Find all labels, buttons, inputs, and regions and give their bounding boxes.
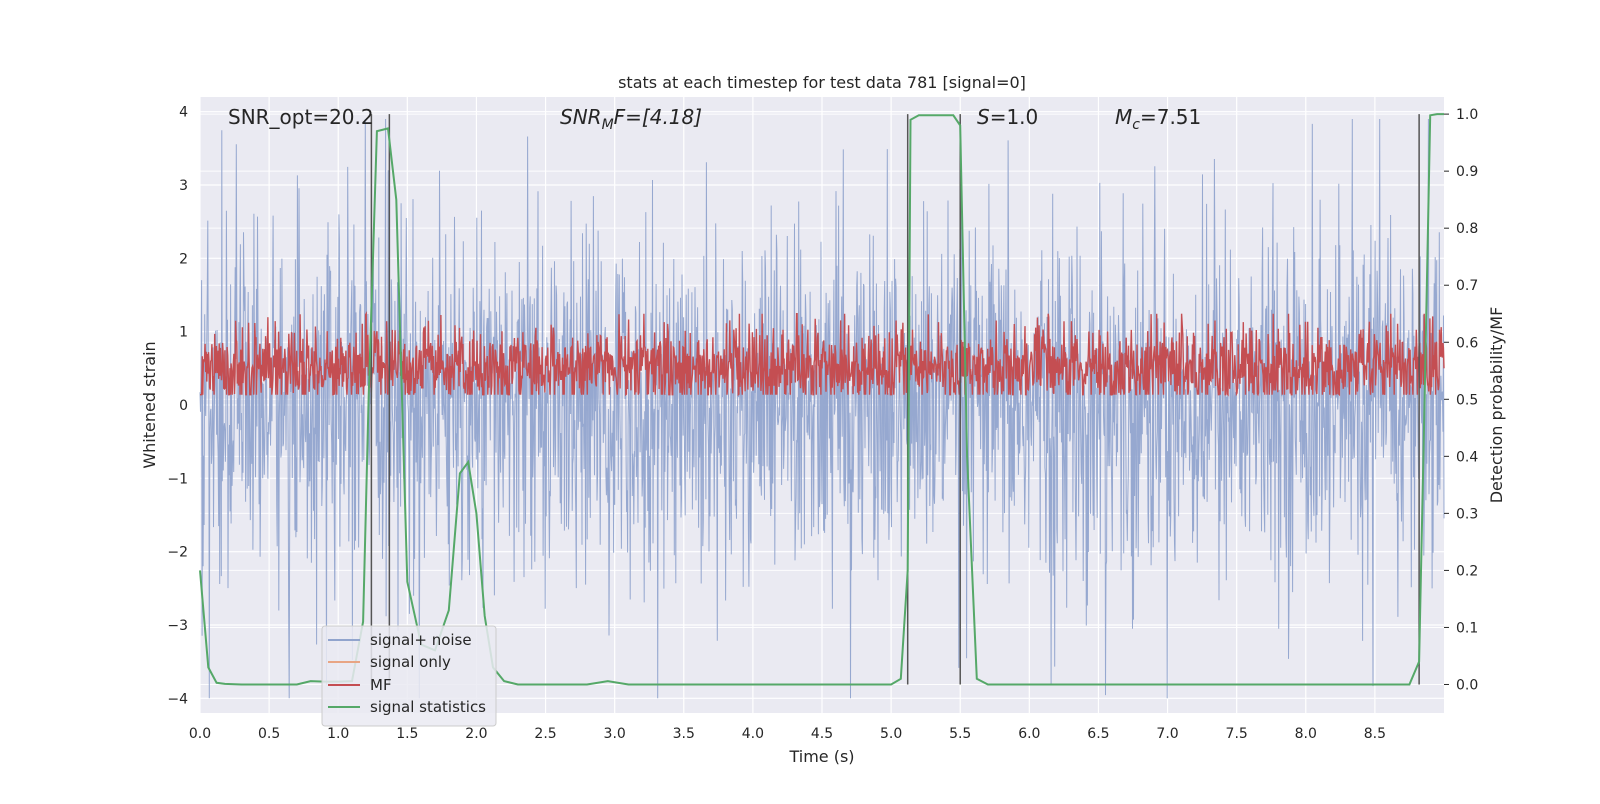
y-tick-label: −4	[167, 691, 188, 707]
y2-axis-label: Detection probability/MF	[1487, 307, 1506, 504]
annotation-snr-mf-base: SNR	[560, 105, 602, 129]
y2-tick-label: 0.9	[1456, 164, 1478, 180]
y2-tick-label: 0.2	[1456, 563, 1478, 579]
annotation-s-rest: =1.0	[990, 105, 1039, 129]
y2-tick-label: 0.0	[1456, 677, 1478, 693]
y2-tick-label: 0.3	[1456, 506, 1478, 522]
annotation-snr-mf-sub: M	[602, 117, 614, 133]
y-tick-label: 1	[179, 325, 188, 341]
y-tick-label: 4	[179, 105, 188, 121]
series-mf	[200, 311, 1445, 397]
y2-tick-label: 1.0	[1456, 107, 1478, 123]
x-tick-label: 7.0	[1156, 726, 1178, 742]
y-tick-label: 3	[179, 178, 188, 194]
legend: signal+ noise signal only MF signal stat…	[321, 625, 497, 727]
x-tick-label: 2.0	[465, 726, 487, 742]
y2-tick-label: 0.8	[1456, 221, 1478, 237]
x-tick-label: 0.5	[258, 726, 280, 742]
y-axis-label: Whitened strain	[140, 341, 159, 468]
legend-box	[321, 625, 497, 727]
y2-tick-label: 0.1	[1456, 620, 1478, 636]
annotation-mc-rest: =7.51	[1140, 105, 1201, 129]
x-tick-label: 2.5	[534, 726, 556, 742]
y-tick-label: −3	[167, 618, 188, 634]
x-tick-label: 1.5	[396, 726, 418, 742]
x-tick-label: 0.0	[189, 726, 211, 742]
y2-tick-label: 0.6	[1456, 335, 1478, 351]
x-tick-label: 5.0	[880, 726, 902, 742]
x-tick-label: 1.0	[327, 726, 349, 742]
y2-tick-label: 0.5	[1456, 392, 1478, 408]
legend-label-signal-only: signal only	[370, 653, 451, 671]
annotation-s-base: S	[977, 105, 990, 129]
legend-label-noise: signal+ noise	[370, 631, 472, 649]
annotation-s: S=1.0	[977, 105, 1038, 129]
y2-tick-label: 0.4	[1456, 449, 1478, 465]
annotation-snr-mf: SNRMF=[4.18]	[560, 105, 702, 133]
x-tick-label: 5.5	[949, 726, 971, 742]
annotation-snr-opt: SNR_opt=20.2	[228, 105, 374, 129]
legend-label-signal-statistics: signal statistics	[370, 698, 486, 716]
x-tick-label: 6.0	[1018, 726, 1040, 742]
x-tick-label: 8.0	[1295, 726, 1317, 742]
x-tick-label: 6.5	[1087, 726, 1109, 742]
y-tick-label: 2	[179, 251, 188, 267]
x-tick-label: 8.5	[1364, 726, 1386, 742]
annotation-mc: Mc=7.51	[1115, 105, 1201, 133]
vertical-markers	[370, 114, 1420, 685]
x-tick-label: 4.5	[811, 726, 833, 742]
y-tick-label: 0	[179, 398, 188, 414]
x-tick-label: 7.5	[1226, 726, 1248, 742]
y-tick-label: −1	[167, 471, 188, 487]
x-tick-label: 3.5	[673, 726, 695, 742]
x-tick-label: 4.0	[742, 726, 764, 742]
tick-labels: 0.0 0.5 1.0 1.5 2.0 2.5 3.0 3.5 4.0 4.5 5.0 5.5 6.0 6…	[167, 105, 1478, 742]
chart-title: stats at each timestep for test data 781…	[618, 73, 1026, 92]
annotation-mc-base: M	[1115, 105, 1132, 129]
legend-label-mf: MF	[370, 676, 392, 694]
mf-line	[200, 311, 1445, 397]
x-tick-label: 3.0	[604, 726, 626, 742]
y2-tick-label: 0.7	[1456, 278, 1478, 294]
x-axis-label: Time (s)	[788, 747, 854, 766]
annotation-snr-mf-rest: F=[4.18]	[614, 105, 702, 129]
y-tick-label: −2	[167, 545, 188, 561]
annotation-mc-sub: c	[1132, 117, 1140, 133]
